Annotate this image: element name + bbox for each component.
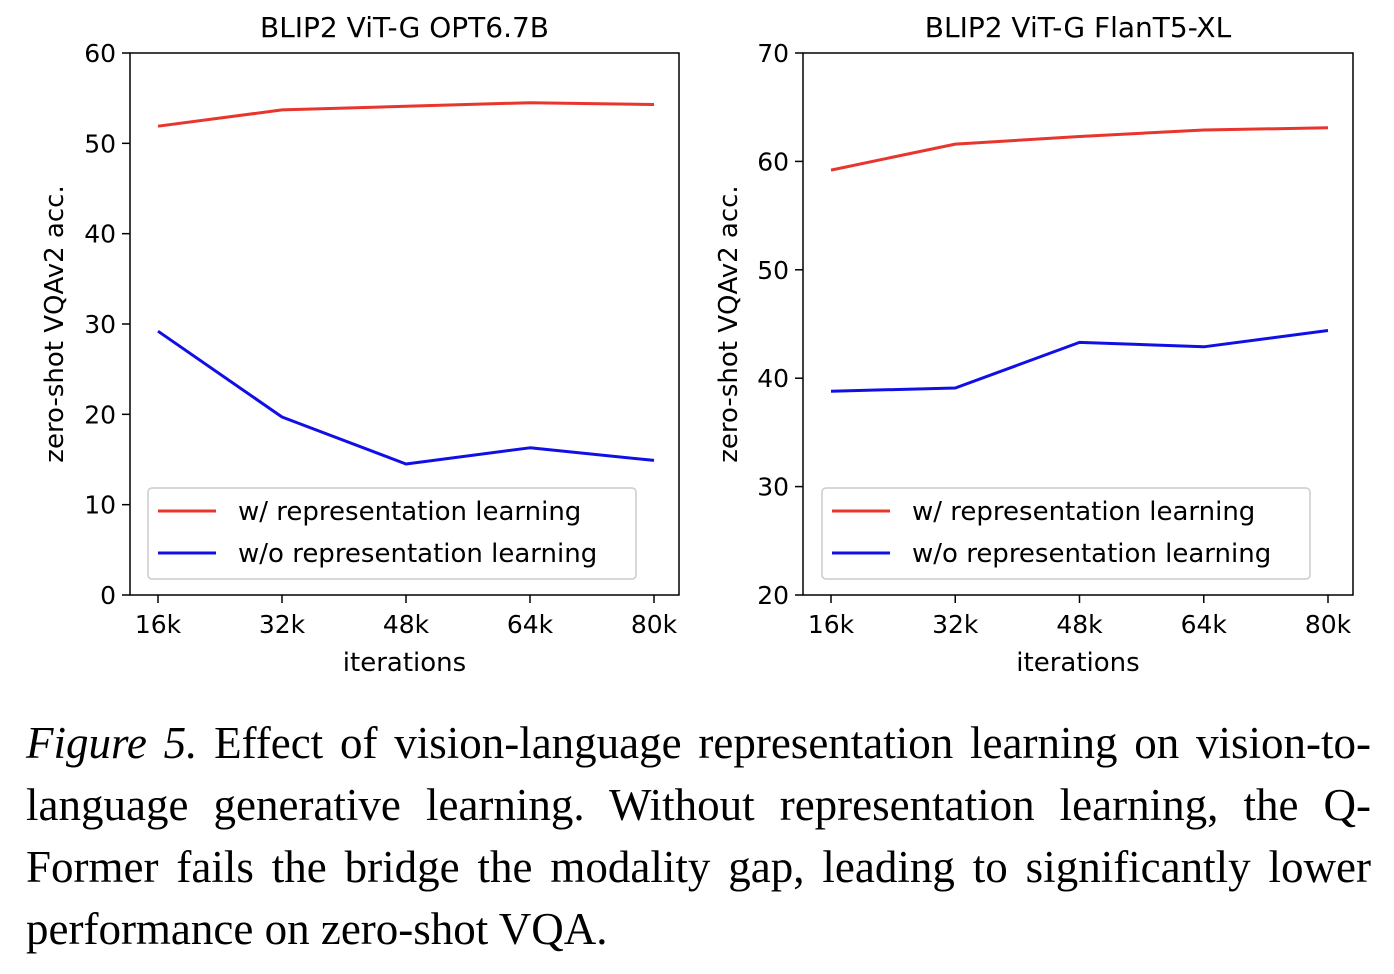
y-tick-label: 30 [757, 473, 789, 502]
y-tick-label: 50 [757, 256, 789, 285]
x-tick-label: 16k [808, 610, 855, 639]
y-tick-label: 10 [84, 491, 116, 520]
y-tick-label: 60 [84, 39, 116, 68]
caption-label: Figure 5. [26, 718, 198, 768]
x-axis-label: iterations [1016, 648, 1139, 678]
y-tick-label: 60 [757, 147, 789, 176]
series-line-0 [830, 126, 1329, 172]
y-tick-label: 20 [84, 400, 116, 429]
x-tick-label: 48k [1056, 610, 1103, 639]
y-tick-label: 50 [84, 129, 116, 158]
chart-title: BLIP2 ViT-G OPT6.7B [260, 11, 549, 44]
y-tick-label: 0 [100, 581, 116, 610]
x-tick-label: 48k [383, 610, 430, 639]
chart-title: BLIP2 ViT-G FlanT5-XL [925, 11, 1232, 44]
y-tick-label: 40 [84, 220, 116, 249]
legend-box [821, 487, 1311, 580]
y-tick-label: 40 [757, 364, 789, 393]
series-line-1 [157, 329, 655, 466]
chart-opt: BLIP2 ViT-G OPT6.7B 16k 32k 48k 64k 80k 0 10 20 3… [40, 11, 680, 678]
x-tick-label: 16k [135, 610, 182, 639]
y-tick-label: 20 [757, 581, 789, 610]
x-tick-label: 80k [1305, 610, 1352, 639]
figure-caption: Figure 5. Effect of vision-language repr… [26, 712, 1371, 960]
series-line-0 [157, 101, 655, 128]
legend-entry-1: w/o representation learning [912, 539, 1271, 569]
legend-entry-1: w/o representation learning [238, 539, 597, 569]
caption-text: Effect of vision-language representation… [26, 718, 1371, 954]
x-axis-label: iterations [343, 648, 466, 678]
y-axis-label: zero-shot VQAv2 acc. [40, 185, 70, 462]
x-tick-label: 80k [631, 610, 678, 639]
x-tick-label: 32k [932, 610, 979, 639]
legend-entry-0: w/ representation learning [238, 497, 581, 527]
plot-frame [802, 52, 1354, 596]
series-line-1 [830, 329, 1329, 393]
legend-entry-0: w/ representation learning [912, 497, 1255, 527]
legend-box [147, 487, 637, 580]
figure: BLIP2 ViT-G OPT6.7B 16k 32k 48k 64k 80k 0 10 20 3… [40, 11, 1354, 678]
x-tick-label: 64k [507, 610, 554, 639]
x-tick-label: 64k [1181, 610, 1228, 639]
y-tick-label: 30 [84, 310, 116, 339]
chart-flant5: BLIP2 ViT-G FlanT5-XL 16k 32k 48k 64k 80k 20 30… [714, 11, 1354, 678]
y-axis-label: zero-shot VQAv2 acc. [714, 185, 744, 462]
x-tick-label: 32k [259, 610, 306, 639]
y-tick-label: 70 [757, 39, 789, 68]
